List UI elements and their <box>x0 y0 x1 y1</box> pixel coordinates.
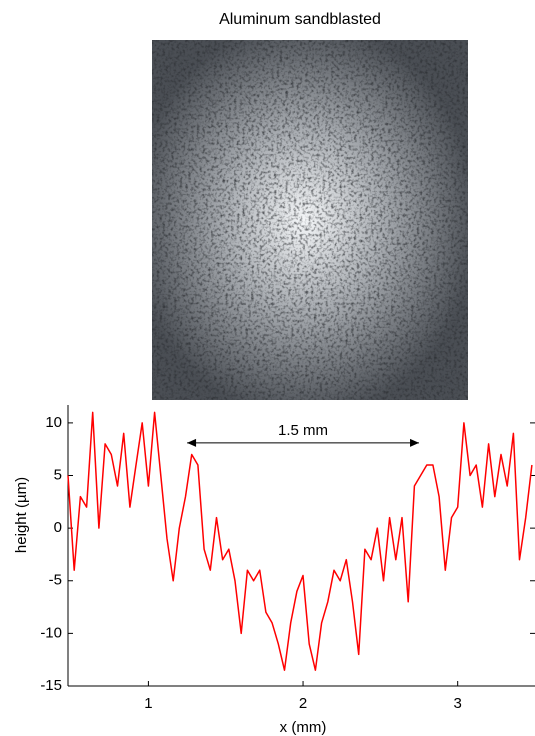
line <box>67 411 533 671</box>
y-tick-label: 5 <box>54 466 62 483</box>
arrow-head <box>410 438 420 447</box>
y-tick-label: 0 <box>54 519 62 536</box>
x-tick-label: 3 <box>454 695 462 712</box>
x-tick-label: 1 <box>144 695 152 712</box>
x-tick-label: 2 <box>299 695 307 712</box>
annotation-label: 1.5 mm <box>278 422 328 439</box>
y-axis-label: height (µm) <box>13 477 30 553</box>
photo <box>152 40 468 400</box>
x-axis-label: x (mm) <box>280 719 327 736</box>
chart-title: Aluminum sandblasted <box>219 11 381 28</box>
y-tick-label: 10 <box>45 414 62 431</box>
arrow-head <box>187 438 197 447</box>
y-tick-label: -15 <box>40 677 62 694</box>
y-tick-label: -5 <box>49 572 62 589</box>
plot: -15 -10 -5 0 5 10 1 2 3 x (mm) height (µm) 1.5 mm <box>13 405 535 736</box>
y-tick-label: -10 <box>40 624 62 641</box>
